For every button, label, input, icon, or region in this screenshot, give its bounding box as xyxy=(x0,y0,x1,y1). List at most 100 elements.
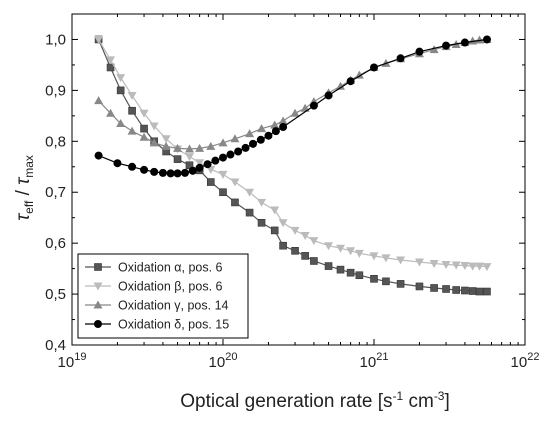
y-tick-label: 0,9 xyxy=(45,82,66,99)
data-point xyxy=(475,287,484,296)
data-point xyxy=(396,54,405,63)
data-point xyxy=(324,242,334,251)
data-point xyxy=(94,96,104,105)
legend-label: Oxidation δ, pos. 15 xyxy=(118,318,229,332)
series-line xyxy=(98,38,488,150)
data-point xyxy=(106,108,116,117)
data-point xyxy=(482,263,492,272)
data-point xyxy=(369,252,379,261)
data-point xyxy=(248,139,257,148)
y-tick-label: 0,4 xyxy=(45,337,66,354)
data-point xyxy=(264,131,273,140)
data-point xyxy=(128,162,137,171)
x-axis-title: Optical generation rate [s-1 cm-3] xyxy=(180,389,450,412)
data-point xyxy=(415,47,424,56)
data-point xyxy=(203,160,212,169)
data-point xyxy=(173,143,183,152)
data-point xyxy=(230,178,240,187)
data-point xyxy=(180,168,189,177)
data-point xyxy=(206,141,216,150)
data-point xyxy=(382,277,390,286)
data-point xyxy=(211,156,220,165)
series-2 xyxy=(94,35,492,272)
legend-label: Oxidation γ, pos. 14 xyxy=(118,299,229,313)
data-point xyxy=(278,116,288,125)
data-point xyxy=(140,165,149,174)
data-point xyxy=(226,150,235,159)
data-point xyxy=(483,287,491,296)
legend-marker xyxy=(94,320,102,328)
series-line xyxy=(98,38,488,174)
data-point xyxy=(106,56,116,65)
x-tick-label: 1019 xyxy=(58,351,87,371)
data-point xyxy=(128,106,136,115)
data-point xyxy=(475,262,485,271)
data-point xyxy=(185,153,195,162)
data-point xyxy=(150,167,159,176)
data-point xyxy=(396,280,405,288)
data-point xyxy=(257,198,267,207)
data-point xyxy=(415,282,424,291)
legend-item: Oxidation γ, pos. 14 xyxy=(85,299,229,313)
data-point xyxy=(173,155,182,163)
y-tick-label: 1,0 xyxy=(45,31,66,48)
legend-label: Oxidation α, pos. 6 xyxy=(118,261,223,275)
data-point xyxy=(309,101,318,110)
data-point xyxy=(301,252,309,260)
data-point xyxy=(310,257,318,265)
data-point xyxy=(290,108,300,117)
data-point xyxy=(336,81,346,90)
data-point xyxy=(381,254,391,263)
data-point xyxy=(451,261,461,270)
x-tick-label: 1021 xyxy=(360,351,389,371)
legend-item: Oxidation β, pos. 6 xyxy=(85,280,223,294)
data-point xyxy=(300,232,310,241)
data-point xyxy=(140,124,148,133)
data-point xyxy=(279,241,287,250)
y-axis-title: τeff / τmax xyxy=(13,155,36,221)
legend-item: Oxidation α, pos. 6 xyxy=(85,261,223,275)
data-point xyxy=(290,226,300,235)
legend-marker xyxy=(93,300,103,309)
y-tick-label: 0,7 xyxy=(45,184,66,201)
data-point xyxy=(346,77,355,86)
data-point xyxy=(256,135,265,144)
y-tick-label: 0,5 xyxy=(45,286,66,303)
data-point xyxy=(230,134,240,143)
data-point xyxy=(158,168,167,177)
data-point xyxy=(482,35,491,44)
data-point xyxy=(257,124,267,133)
data-point xyxy=(324,91,333,100)
data-point xyxy=(161,141,171,150)
data-point xyxy=(430,284,438,292)
y-tick-label: 0,6 xyxy=(45,235,66,252)
data-point xyxy=(166,169,175,178)
data-point xyxy=(414,258,424,267)
data-point xyxy=(452,286,460,294)
data-point xyxy=(195,159,205,168)
data-point xyxy=(324,262,333,270)
data-point xyxy=(441,261,451,270)
data-point xyxy=(370,274,378,283)
data-point xyxy=(429,45,439,54)
plot-frame xyxy=(71,13,526,346)
data-point xyxy=(460,262,470,271)
data-point xyxy=(234,147,243,156)
data-point xyxy=(161,135,171,144)
data-point xyxy=(206,178,215,186)
series-layer xyxy=(94,34,492,296)
data-point xyxy=(336,244,346,253)
data-point xyxy=(442,41,451,50)
data-point xyxy=(475,35,485,44)
legend-marker xyxy=(93,282,103,291)
data-point xyxy=(219,188,227,197)
data-point xyxy=(270,206,280,215)
legend-item: Oxidation δ, pos. 15 xyxy=(85,318,229,332)
data-point xyxy=(300,103,310,112)
data-point xyxy=(185,144,195,153)
data-point xyxy=(188,166,197,175)
data-point xyxy=(468,36,478,45)
data-point xyxy=(309,237,319,246)
